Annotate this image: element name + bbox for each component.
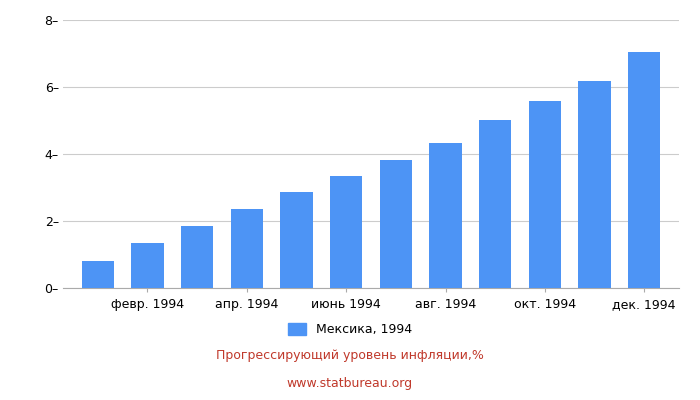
Bar xyxy=(429,143,462,288)
Bar xyxy=(82,261,114,288)
Bar xyxy=(479,120,511,288)
Bar xyxy=(379,160,412,288)
Text: Прогрессирующий уровень инфляции,%: Прогрессирующий уровень инфляции,% xyxy=(216,350,484,362)
Text: www.statbureau.org: www.statbureau.org xyxy=(287,378,413,390)
Bar xyxy=(628,52,660,288)
Bar xyxy=(132,243,164,288)
Bar xyxy=(181,226,214,288)
Bar xyxy=(280,192,313,288)
Bar xyxy=(330,176,363,288)
Bar xyxy=(231,209,263,288)
Legend: Мексика, 1994: Мексика, 1994 xyxy=(283,318,417,341)
Bar xyxy=(528,102,561,288)
Bar xyxy=(578,81,610,288)
